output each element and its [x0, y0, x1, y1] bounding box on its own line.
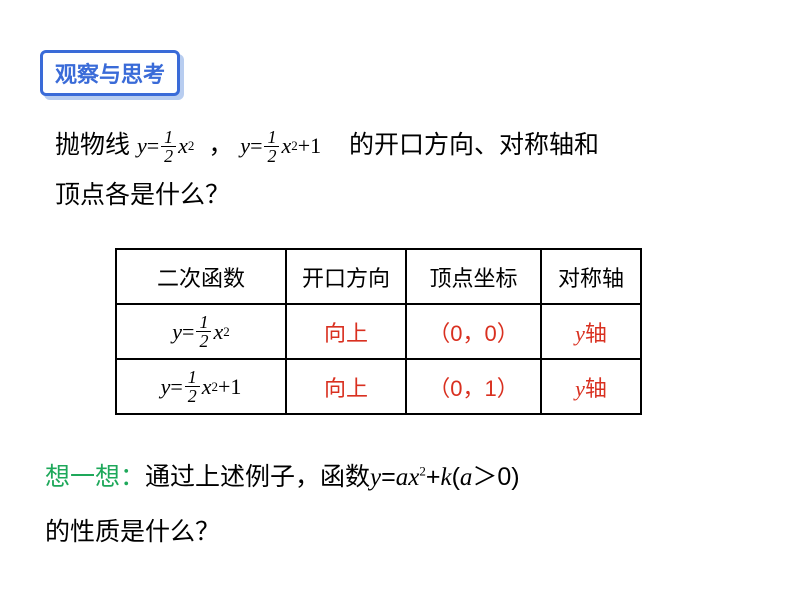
question-post2: 顶点各是什么？ [55, 181, 230, 209]
header-axis: 对称轴 [541, 249, 641, 304]
cell-func-1: y=12x2 [116, 304, 286, 359]
cell-vertex-2: （0，1） [406, 359, 541, 414]
header-func: 二次函数 [116, 249, 286, 304]
table-row: y=12x2+1 向上 （0，1） y轴 [116, 359, 641, 414]
cell-vertex-1: （0，0） [406, 304, 541, 359]
cell-axis-2: y轴 [541, 359, 641, 414]
header-direction: 开口方向 [286, 249, 406, 304]
question-post1: 的开口方向、对称轴和 [349, 131, 599, 159]
question-text: 抛物线 y=12x2 ， y=12x2+1 的开口方向、对称轴和 顶点各是什么？ [55, 120, 739, 220]
think-lead: 想一想： [45, 463, 145, 491]
cell-axis-1: y轴 [541, 304, 641, 359]
think-section: 想一想：通过上述例子，函数y=ax2+k(a＞0) 的性质是什么？ [45, 450, 739, 560]
equation-2: y=12x2+1 [240, 124, 321, 168]
think-line2: 的性质是什么？ [45, 518, 220, 546]
cell-dir-1: 向上 [286, 304, 406, 359]
properties-table: 二次函数 开口方向 顶点坐标 对称轴 y=12x2 向上 （0，0） y轴 y=… [115, 248, 642, 415]
question-comma: ， [208, 131, 233, 159]
header-vertex: 顶点坐标 [406, 249, 541, 304]
question-pre: 抛物线 [55, 131, 130, 159]
badge-text: 观察与思考 [40, 50, 180, 96]
table-row: y=12x2 向上 （0，0） y轴 [116, 304, 641, 359]
section-badge: 观察与思考 [40, 50, 180, 96]
think-line1a: 通过上述例子，函数 [145, 463, 370, 491]
table-header-row: 二次函数 开口方向 顶点坐标 对称轴 [116, 249, 641, 304]
cell-func-2: y=12x2+1 [116, 359, 286, 414]
cell-dir-2: 向上 [286, 359, 406, 414]
equation-1: y=12x2 [137, 124, 194, 168]
